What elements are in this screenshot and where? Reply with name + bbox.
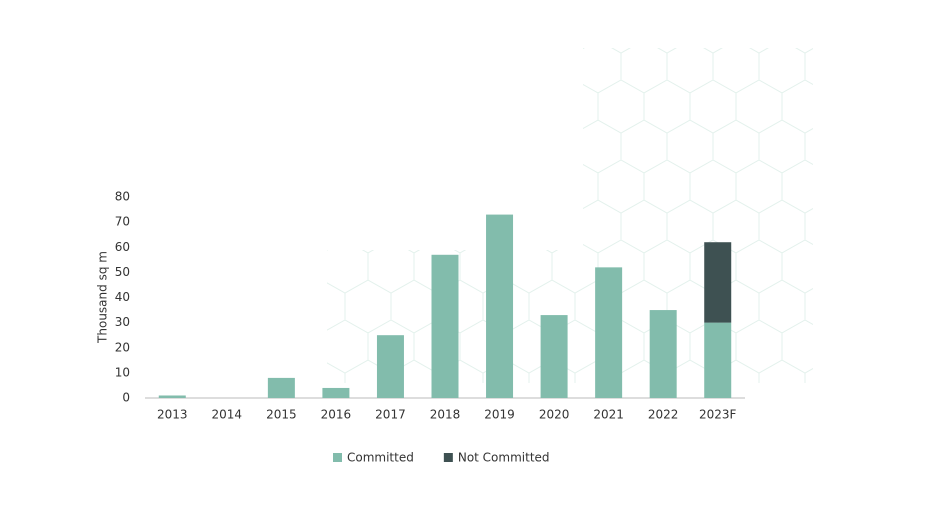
x-tick-label: 2016 [321, 408, 352, 422]
y-tick-label: 80 [115, 190, 130, 204]
x-tick-label: 2022 [648, 408, 679, 422]
bar-segment [704, 322, 732, 398]
x-tick-label: 2013 [157, 408, 188, 422]
bar-segment [540, 315, 568, 398]
legend-label: Committed [347, 451, 414, 465]
bar-segment [486, 214, 514, 398]
bar-segment [649, 310, 677, 398]
x-tick-label: 2014 [212, 408, 243, 422]
bar-segment [158, 395, 186, 398]
y-tick-label: 10 [115, 365, 130, 379]
x-tick-label: 2018 [430, 408, 461, 422]
y-tick-label: 30 [115, 315, 130, 329]
bar-segment [704, 242, 732, 323]
bar-segment [431, 254, 459, 398]
x-tick-label: 2023F [699, 408, 737, 422]
bar-segment [376, 335, 404, 398]
y-tick-label: 70 [115, 215, 130, 229]
legend-label: Not Committed [458, 451, 550, 465]
x-tick-label: 2020 [539, 408, 570, 422]
legend-swatch [443, 453, 453, 462]
y-tick-label: 0 [122, 391, 130, 405]
y-tick-label: 40 [115, 290, 130, 304]
legend-swatch [333, 453, 342, 462]
bar-segment [322, 387, 350, 398]
x-tick-label: 2021 [593, 408, 624, 422]
y-tick-label: 60 [115, 240, 130, 254]
x-tick-label: 2015 [266, 408, 297, 422]
y-axis-label: Thousand sq m [96, 251, 110, 344]
x-tick-label: 2017 [375, 408, 406, 422]
bar-segment [595, 267, 623, 398]
bar-segment [267, 377, 295, 398]
y-tick-label: 50 [115, 265, 130, 279]
y-tick-label: 20 [115, 340, 130, 354]
x-tick-label: 2019 [484, 408, 515, 422]
